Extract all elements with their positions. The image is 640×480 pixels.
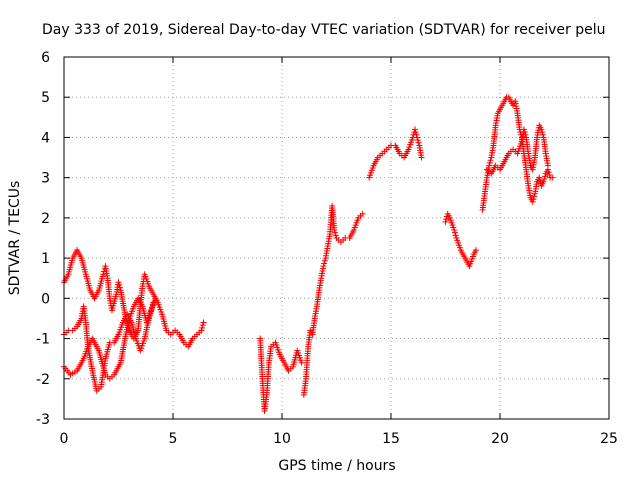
data-points <box>61 94 556 414</box>
x-tick-label: 15 <box>382 431 400 447</box>
data-point <box>359 210 366 217</box>
data-point <box>320 263 327 270</box>
data-point <box>544 162 551 169</box>
y-tick-label: 5 <box>41 90 50 106</box>
data-point-dense <box>443 216 450 223</box>
data-point <box>536 174 543 181</box>
data-point-dense <box>332 229 339 236</box>
x-tick-label: 10 <box>273 431 291 447</box>
y-axis-label: SDTVAR / TECUs <box>7 181 23 296</box>
y-tick-label: 2 <box>41 211 50 227</box>
data-point-dense <box>452 232 459 239</box>
x-tick-label: 0 <box>60 431 69 447</box>
data-point <box>442 218 449 225</box>
data-point-dense <box>332 232 339 239</box>
data-point-dense <box>546 171 553 178</box>
data-point <box>540 178 547 185</box>
data-point-dense <box>321 260 328 267</box>
y-tick-label: -3 <box>36 412 50 428</box>
data-point-dense <box>542 173 549 180</box>
data-point-dense <box>539 129 546 136</box>
data-point-dense <box>451 229 458 236</box>
data-point-dense <box>530 196 537 203</box>
data-point-dense <box>199 324 206 331</box>
data-point <box>414 134 421 141</box>
data-point-dense <box>522 131 529 138</box>
y-tick-label: 3 <box>41 171 50 187</box>
gridlines <box>64 57 609 419</box>
data-point <box>418 154 425 161</box>
plot-frame <box>63 56 610 420</box>
data-point-dense <box>414 137 421 144</box>
data-point-dense <box>116 281 123 288</box>
data-point-dense <box>521 129 528 136</box>
data-point-dense <box>539 131 546 138</box>
data-point <box>529 198 536 205</box>
y-tick-label: 1 <box>41 251 50 267</box>
data-point <box>411 126 418 133</box>
x-tick-label: 5 <box>169 431 178 447</box>
data-point <box>538 126 545 133</box>
data-point-dense <box>116 284 123 291</box>
data-point-dense <box>536 177 543 184</box>
data-point <box>520 126 527 133</box>
data-point-dense <box>541 176 548 183</box>
data-point-dense <box>413 131 420 138</box>
data-point-dense <box>487 157 494 164</box>
data-point-dense <box>412 129 419 136</box>
y-tick-label: 6 <box>41 50 50 66</box>
y-tick-label: 0 <box>41 291 50 307</box>
x-axis-label: GPS time / hours <box>278 458 395 474</box>
x-tick-label: 20 <box>491 431 509 447</box>
data-point <box>100 271 107 278</box>
data-point <box>298 359 305 366</box>
data-point-dense <box>321 257 328 264</box>
data-point <box>331 226 338 233</box>
data-point-dense <box>545 169 552 176</box>
axis-ticks: 0 5 10 15 20 25 -3 -2 -1 0 1 2 3 4 5 6 <box>36 50 618 447</box>
data-point-dense <box>486 159 493 166</box>
y-tick-label: -1 <box>36 332 50 348</box>
y-tick-label: -2 <box>36 372 50 388</box>
data-point <box>549 174 556 181</box>
data-point <box>152 295 159 302</box>
data-point <box>115 279 122 286</box>
data-point <box>451 226 458 233</box>
data-point <box>486 162 493 169</box>
data-point-dense <box>415 139 422 146</box>
x-tick-label: 25 <box>600 431 618 447</box>
data-point-dense <box>531 193 538 200</box>
chart-title: Day 333 of 2019, Sidereal Day-to-day VTE… <box>42 22 605 38</box>
y-tick-label: 4 <box>41 130 50 146</box>
data-point <box>198 327 205 334</box>
data-point <box>200 319 207 326</box>
data-point <box>473 247 480 254</box>
data-point-dense <box>199 322 206 329</box>
